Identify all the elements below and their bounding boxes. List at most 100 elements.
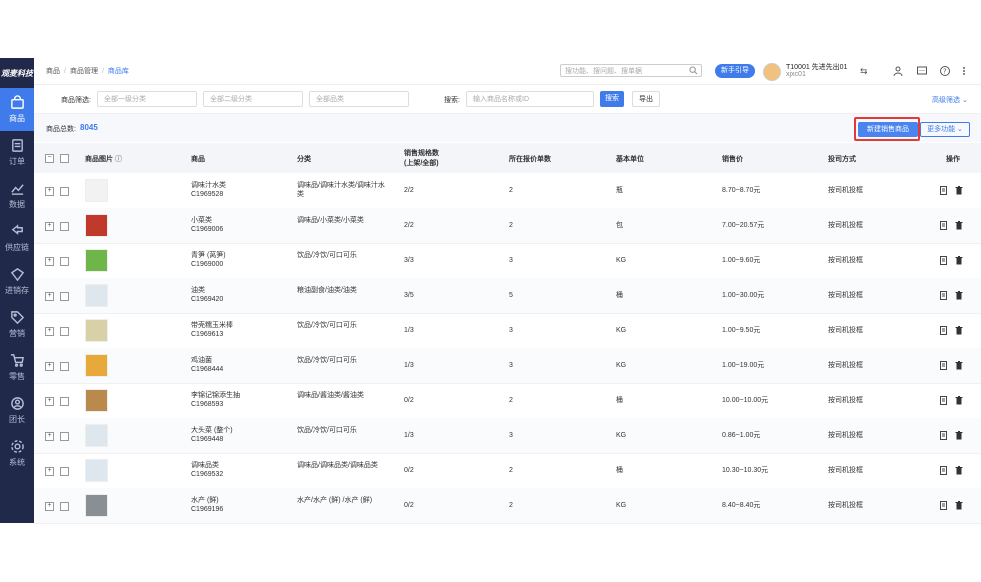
- guide-button[interactable]: 新手引导: [715, 64, 755, 78]
- more-vertical-icon[interactable]: [958, 65, 970, 77]
- delete-icon[interactable]: [955, 221, 963, 230]
- sidebar-item-marketing[interactable]: 营销: [0, 303, 34, 346]
- row-expand-toggle[interactable]: +: [45, 187, 54, 196]
- expand-all-toggle[interactable]: −: [45, 154, 54, 163]
- quote-cell: 3: [509, 327, 513, 334]
- row-expand-toggle[interactable]: +: [45, 467, 54, 476]
- supply-icon: [11, 224, 23, 235]
- row-checkbox[interactable]: [60, 397, 69, 406]
- edit-icon[interactable]: [940, 361, 948, 370]
- edit-icon[interactable]: [940, 221, 948, 230]
- edit-icon[interactable]: [940, 186, 948, 195]
- export-button[interactable]: 导出: [632, 91, 660, 107]
- sidebar-item-inventory[interactable]: 进销存: [0, 260, 34, 303]
- sidebar-item-orders[interactable]: 订单: [0, 131, 34, 174]
- edit-icon[interactable]: [940, 501, 948, 510]
- price-cell: 0.86~1.00元: [722, 432, 761, 439]
- delete-icon[interactable]: [955, 501, 963, 510]
- row-expand-toggle[interactable]: +: [45, 362, 54, 371]
- help-icon[interactable]: ?: [939, 65, 951, 77]
- sidebar-item-label: 数据: [9, 200, 25, 209]
- row-checkbox[interactable]: [60, 187, 69, 196]
- breadcrumb-item[interactable]: 商品管理: [69, 68, 98, 75]
- row-checkbox[interactable]: [60, 362, 69, 371]
- edit-icon[interactable]: [940, 291, 948, 300]
- table-row: + 大头菜 (整个) C1969448 饮品/冷饮/可口可乐 1/3 3 KG 0.86~1.…: [34, 418, 981, 454]
- delete-icon[interactable]: [955, 431, 963, 440]
- quote-cell: 3: [509, 362, 513, 369]
- table-row: + 小菜类 C1969006 调味品/小菜类/小菜类 2/2 2 包 7.00~20.57元 按…: [34, 208, 981, 244]
- delete-icon[interactable]: [955, 256, 963, 265]
- row-checkbox[interactable]: [60, 292, 69, 301]
- product-search-input[interactable]: 输入商品名称或ID: [466, 91, 594, 107]
- row-checkbox[interactable]: [60, 432, 69, 441]
- product-cell[interactable]: 调味品类 C1969532: [191, 462, 224, 478]
- breadcrumb-item[interactable]: 商品: [46, 68, 60, 75]
- row-checkbox[interactable]: [60, 502, 69, 511]
- edit-icon[interactable]: [940, 431, 948, 440]
- global-search-placeholder: 搜功能、搜问题、搜单据: [565, 68, 642, 75]
- sidebar-item-label: 进销存: [5, 286, 29, 295]
- people-icon[interactable]: [892, 65, 904, 77]
- row-checkbox[interactable]: [60, 222, 69, 231]
- row-expand-toggle[interactable]: +: [45, 502, 54, 511]
- sidebar-item-data[interactable]: 数据: [0, 174, 34, 217]
- search-icon[interactable]: [689, 66, 698, 75]
- row-expand-toggle[interactable]: +: [45, 432, 54, 441]
- message-icon[interactable]: [916, 65, 928, 77]
- new-product-button[interactable]: 新建销售商品: [858, 122, 918, 137]
- delete-icon[interactable]: [955, 466, 963, 475]
- search-button[interactable]: 搜索: [600, 91, 624, 107]
- delete-icon[interactable]: [955, 396, 963, 405]
- product-cell[interactable]: 水产 (鲜) C1969196: [191, 497, 224, 513]
- sidebar-item-retail[interactable]: 零售: [0, 346, 34, 389]
- sidebar-item-leader[interactable]: 团长: [0, 389, 34, 432]
- edit-icon[interactable]: [940, 326, 948, 335]
- category1-select[interactable]: 全部一级分类: [97, 91, 197, 107]
- delete-icon[interactable]: [955, 361, 963, 370]
- advanced-filter-link[interactable]: 高级筛选 ⌄: [932, 95, 968, 105]
- header-product[interactable]: 商品: [191, 156, 205, 163]
- category-cell: 调味品/调味品类/调味品类: [297, 462, 378, 469]
- delete-icon[interactable]: [955, 326, 963, 335]
- row-expand-toggle[interactable]: +: [45, 397, 54, 406]
- product-cell[interactable]: 李锦记锦添生抽 C1968593: [191, 392, 240, 408]
- category3-select[interactable]: 全部品类: [309, 91, 409, 107]
- product-cell[interactable]: 青笋 (莴笋) C1969000: [191, 252, 226, 268]
- global-search-input[interactable]: 搜功能、搜问题、搜单据: [560, 64, 702, 77]
- edit-icon[interactable]: [940, 256, 948, 265]
- sidebar-item-system[interactable]: 系统: [0, 432, 34, 475]
- product-cell[interactable]: 调味汁水类 C1969528: [191, 182, 226, 198]
- unit-cell: 桶: [616, 292, 623, 299]
- product-cell[interactable]: 油类 C1969420: [191, 287, 224, 303]
- switch-account-icon[interactable]: ⇆: [860, 66, 868, 76]
- product-cell[interactable]: 大头菜 (整个) C1969448: [191, 427, 233, 443]
- bag-icon: [10, 95, 24, 109]
- category2-select[interactable]: 全部二级分类: [203, 91, 303, 107]
- row-checkbox[interactable]: [60, 467, 69, 476]
- avatar[interactable]: [763, 63, 781, 81]
- row-checkbox[interactable]: [60, 257, 69, 266]
- product-cell[interactable]: 鸡油菌 C1968444: [191, 357, 224, 373]
- sidebar-item-label: 供应链: [5, 243, 29, 252]
- row-expand-toggle[interactable]: +: [45, 292, 54, 301]
- edit-icon[interactable]: [940, 466, 948, 475]
- more-functions-button[interactable]: 更多功能 ⌄: [920, 122, 970, 137]
- table-row: + 油类 C1969420 粮油副食/油类/油类 3/5 5 桶 1.00~30.00元 按司机…: [34, 278, 981, 314]
- row-expand-toggle[interactable]: +: [45, 222, 54, 231]
- category-cell: 调味品/小菜类/小菜类: [297, 217, 364, 224]
- delete-icon[interactable]: [955, 186, 963, 195]
- row-expand-toggle[interactable]: +: [45, 327, 54, 336]
- row-checkbox[interactable]: [60, 327, 69, 336]
- sidebar-item-supply[interactable]: 供应链: [0, 217, 34, 260]
- delete-icon[interactable]: [955, 291, 963, 300]
- sidebar-item-goods[interactable]: 商品: [0, 88, 34, 131]
- row-expand-toggle[interactable]: +: [45, 257, 54, 266]
- product-thumbnail: [85, 249, 108, 272]
- unit-cell: KG: [616, 502, 627, 509]
- select-all-checkbox[interactable]: [60, 154, 69, 163]
- edit-icon[interactable]: [940, 396, 948, 405]
- product-cell[interactable]: 小菜类 C1969006: [191, 217, 224, 233]
- header-category[interactable]: 分类: [297, 156, 311, 163]
- product-cell[interactable]: 带壳糯玉米棒 C1969613: [191, 322, 233, 338]
